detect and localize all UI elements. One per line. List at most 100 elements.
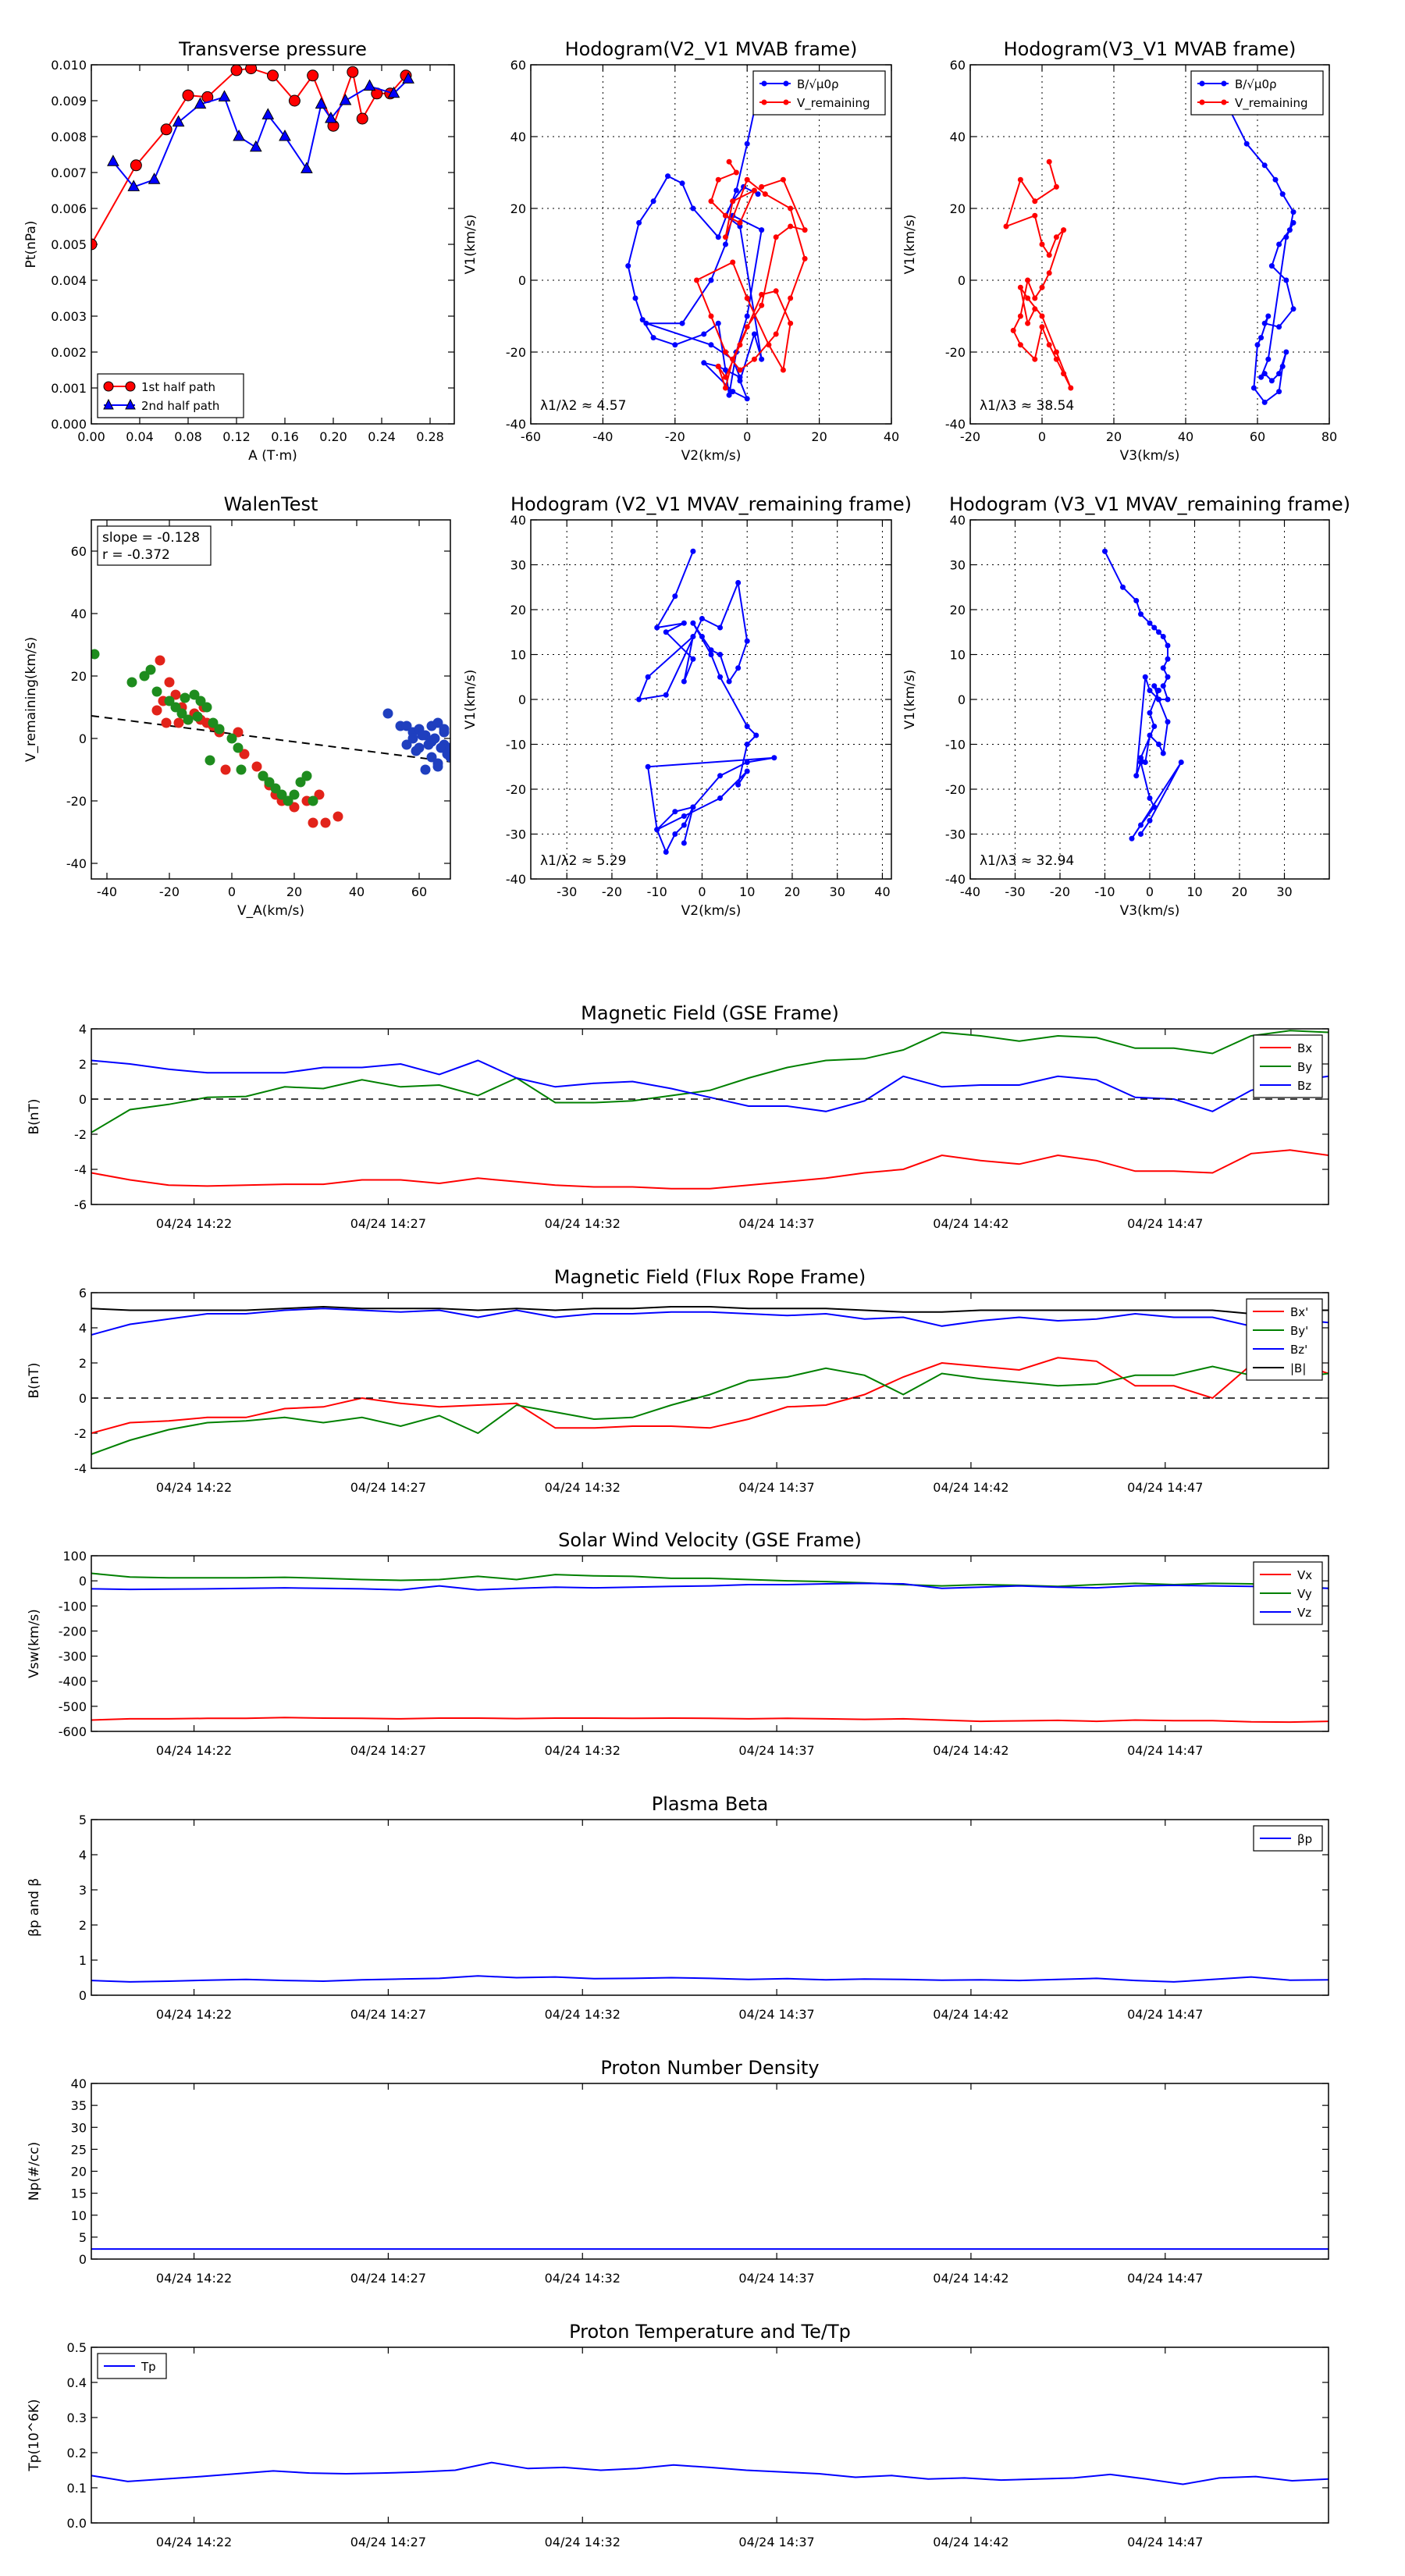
hodo1-series-1-marker	[737, 367, 743, 373]
hodo2-series-1-marker	[1068, 385, 1074, 391]
transverse-series-1-marker	[233, 129, 245, 141]
walen-series-2-point	[401, 720, 412, 731]
walen-xtick-label: -20	[159, 884, 180, 899]
hodo2-xtick-label: -20	[960, 429, 980, 444]
walen-annotation-1: r = -0.372	[102, 547, 170, 563]
walen-series-2-point	[423, 739, 434, 750]
hodo4-xtick-label: 20	[1232, 884, 1247, 899]
hodo1-series-1-marker	[722, 212, 728, 219]
mag_gse-title: Magnetic Field (GSE Frame)	[581, 1002, 839, 1024]
hodo2-legend-marker-1	[1199, 99, 1205, 105]
hodo1-series-1-marker	[733, 169, 739, 176]
mag_fr-xtick-label: 04/24 14:42	[933, 1480, 1008, 1495]
hodo2-legend	[1190, 70, 1324, 116]
mag_fr-ytick-label: -2	[74, 1426, 87, 1441]
transverse-series-1-marker	[301, 162, 313, 173]
walen-ytick-label: -40	[66, 856, 87, 871]
mag_fr-plot-area	[91, 1305, 1329, 1455]
hodo2-series-0-marker	[1276, 241, 1282, 247]
hodo4-xtick-label: -30	[1005, 884, 1025, 899]
hodo1-series-1-marker	[730, 356, 736, 362]
transverse-title: Transverse pressure	[178, 38, 367, 60]
mag_gse-plot-area	[91, 1030, 1329, 1190]
beta-xtick-label: 04/24 14:22	[156, 2007, 232, 2022]
walen-axes-frame	[91, 519, 451, 880]
mag_fr-axes-frame	[91, 1292, 1329, 1469]
walen-series-1-point	[189, 689, 200, 700]
beta-xtick-label: 04/24 14:32	[545, 2007, 621, 2022]
hodo4-xtick-label: 30	[1276, 884, 1292, 899]
hodo2-series-1-marker	[1039, 324, 1045, 330]
temp-xtick-label: 04/24 14:32	[545, 2535, 621, 2549]
transverse-xtick-label: 0.08	[174, 429, 202, 444]
transverse-ytick-label: 0.009	[51, 94, 87, 109]
hodo1-series-0-marker	[639, 317, 646, 323]
walen-series-1-point	[183, 714, 194, 725]
mag_gse-xtick-label: 04/24 14:22	[156, 1216, 232, 1231]
walen-annotation-0: slope = -0.128	[102, 530, 200, 546]
walen-series-1-point	[233, 742, 244, 753]
density-ytick-label: 30	[71, 2120, 87, 2135]
hodo2-legend-marker-0	[1199, 80, 1205, 87]
density-ytick-label: 5	[79, 2230, 87, 2245]
walen-series-1-point	[195, 696, 206, 706]
hodo3-xtick-label: -20	[602, 884, 622, 899]
hodo2-ytick-label: -40	[945, 417, 966, 432]
hodo1-series-0-marker	[715, 320, 721, 326]
mag_fr-ytick-label: -4	[74, 1461, 87, 1476]
hodo1-series-1-marker	[726, 158, 732, 165]
transverse-series-1-line	[112, 78, 409, 188]
walen-ytick-label: 20	[71, 669, 87, 684]
hodo4-series-0-marker	[1151, 683, 1158, 689]
hodo2-series-1-marker	[1046, 342, 1052, 348]
hodo2-series-1-marker	[1046, 252, 1052, 258]
mag_fr-legend	[1246, 1298, 1323, 1381]
hodo1-series-1-marker	[773, 234, 779, 240]
density-ytick-label: 15	[71, 2186, 87, 2201]
beta-title: Plasma Beta	[652, 1793, 768, 1815]
hodo1-series-1-marker	[722, 234, 728, 240]
transverse-series-1-marker	[194, 97, 207, 109]
hodo1-series-0-marker	[744, 141, 750, 147]
hodo4-series-0-marker	[1147, 710, 1153, 716]
temp-plot-area	[91, 2461, 1329, 2485]
hodo1-series-0-marker	[672, 342, 678, 348]
hodo1-series-0-marker	[744, 396, 750, 402]
beta-series-0-line	[91, 1975, 1329, 1983]
beta-legend-label-0: βp	[1297, 1832, 1312, 1846]
hodo3-series-0-marker	[672, 831, 678, 837]
hodo3-annotation: λ1/λ2 ≈ 5.29	[540, 853, 626, 869]
hodo2-xlabel: V3(km/s)	[1120, 448, 1180, 464]
hodo2-series-1-marker	[1053, 183, 1059, 190]
hodo1-series-0-marker	[708, 342, 714, 348]
beta-ytick-label: 1	[79, 1953, 87, 1968]
hodo2-series-0-marker	[1276, 371, 1282, 377]
walen-series-2-point	[429, 733, 440, 744]
hodo3-series-0-marker	[753, 732, 759, 738]
mag_gse-xtick-label: 04/24 14:37	[738, 1216, 814, 1231]
hodo1-series-1-marker	[766, 342, 772, 348]
temp-series-0-line	[91, 2461, 1329, 2485]
mag_gse-legend-label-0: Bx	[1297, 1041, 1312, 1055]
hodo2-axes-frame	[969, 64, 1330, 425]
hodo2-series-0-marker	[1261, 399, 1268, 405]
mag_fr-series-0-line	[91, 1357, 1329, 1434]
vsw-legend-label-2: Vz	[1297, 1606, 1311, 1620]
density-title: Proton Number Density	[600, 2057, 819, 2079]
walen-series-0-point	[251, 761, 262, 772]
hodo1-legend-marker-1	[783, 99, 789, 105]
hodo4-plot-area	[1102, 548, 1184, 841]
density-xtick-label: 04/24 14:32	[545, 2271, 621, 2286]
mag_gse-series-0-line	[91, 1149, 1329, 1190]
hodo3-xtick-label: 20	[784, 884, 800, 899]
walen-series-1-point	[205, 755, 215, 766]
hodo3-series-0-marker	[690, 656, 696, 662]
walen-series-1-point	[295, 777, 306, 788]
transverse-legend-marker-1	[103, 398, 114, 410]
transverse-series-0-marker	[307, 69, 319, 82]
hodo3-series-0-marker	[717, 674, 724, 680]
mag_fr-ylabel: B(nT)	[27, 1362, 42, 1398]
hodo1-series-1-marker	[788, 205, 794, 212]
hodo3-series-0-marker	[663, 629, 669, 635]
hodo2-series-1-marker	[1046, 270, 1052, 276]
